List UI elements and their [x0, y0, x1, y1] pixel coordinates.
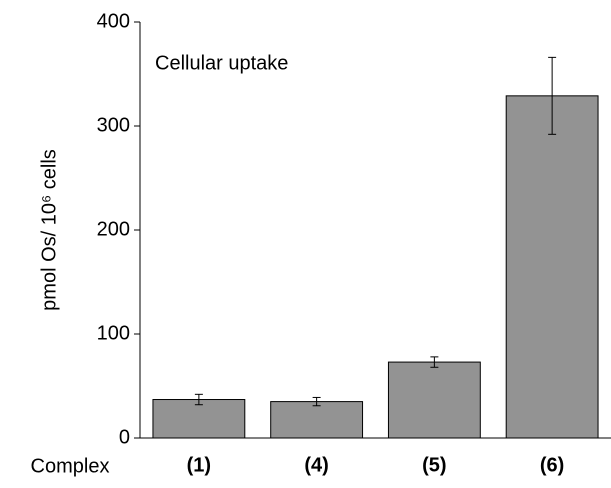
- y-tick-label: 400: [97, 10, 130, 32]
- x-tick-label: (4): [304, 454, 328, 476]
- bar: [387, 361, 481, 439]
- error-bar: [548, 56, 557, 135]
- x-axis-label: Complex: [31, 455, 110, 477]
- error-bar: [430, 356, 439, 368]
- y-tick-label: 0: [119, 426, 130, 448]
- annotation: Cellular uptake: [155, 52, 288, 74]
- x-tick-label: (1): [187, 454, 211, 476]
- y-tick-label: 300: [97, 114, 130, 136]
- y-tick-label: 200: [97, 218, 130, 240]
- x-tick-label: (5): [422, 454, 446, 476]
- bar: [152, 399, 246, 439]
- y-axis-label: pmol Os/ 10⁶ cells: [38, 149, 60, 311]
- error-bar: [312, 396, 321, 407]
- bar: [270, 401, 364, 439]
- y-tick-label: 100: [97, 322, 130, 344]
- error-bar: [194, 393, 203, 406]
- bar: [505, 95, 599, 439]
- x-tick-label: (6): [540, 454, 564, 476]
